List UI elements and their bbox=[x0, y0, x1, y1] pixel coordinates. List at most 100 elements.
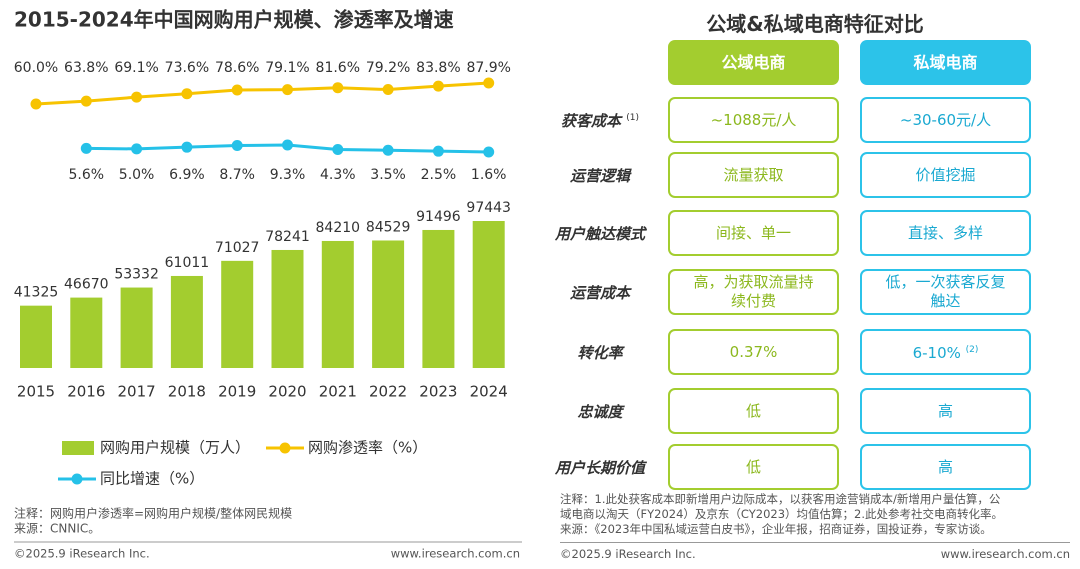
row-label: 用户触达模式 bbox=[545, 223, 655, 244]
point-label: 78.6% bbox=[215, 60, 259, 76]
point bbox=[432, 80, 444, 92]
note: 注释：网购用户渗透率=网购用户规模/整体网民规模 bbox=[14, 506, 292, 521]
bar-label: 84529 bbox=[366, 219, 411, 235]
bar-label: 41325 bbox=[14, 285, 59, 301]
point-label: 5.0% bbox=[119, 167, 155, 183]
cell-text: 流量获取 bbox=[723, 165, 784, 184]
bar bbox=[372, 240, 405, 368]
point-label: 8.7% bbox=[219, 167, 255, 183]
site: www.iresearch.com.cn bbox=[940, 547, 1070, 561]
point bbox=[483, 146, 495, 158]
point-label: 3.5% bbox=[370, 167, 406, 183]
column-header: 公域电商 bbox=[668, 40, 839, 85]
cell: 低，一次获客反复触达 bbox=[860, 269, 1031, 315]
x-tick-label: 2016 bbox=[67, 383, 105, 401]
cell: ~30-60元/人 bbox=[860, 97, 1031, 143]
bar-label: 97443 bbox=[466, 200, 511, 216]
cell: 价值挖掘 bbox=[860, 152, 1031, 198]
row-label-text: 获客成本 bbox=[561, 112, 622, 130]
point-label: 9.3% bbox=[270, 167, 306, 183]
point bbox=[231, 84, 243, 96]
point bbox=[80, 142, 92, 154]
cell-text: ~30-60元/人 bbox=[899, 110, 992, 129]
cell: 高 bbox=[860, 388, 1031, 434]
cell: 高，为获取流量持续付费 bbox=[668, 269, 839, 315]
x-tick-label: 2022 bbox=[369, 383, 407, 401]
row-label-text: 忠诚度 bbox=[577, 403, 623, 421]
point-label: 73.6% bbox=[165, 60, 209, 76]
bar bbox=[422, 229, 455, 368]
legend-label: 同比增速（%） bbox=[100, 470, 204, 488]
bar bbox=[472, 221, 505, 368]
point-label: 87.9% bbox=[466, 60, 510, 76]
bar bbox=[120, 287, 153, 368]
point bbox=[432, 145, 444, 157]
point-label: 79.2% bbox=[366, 60, 410, 76]
divider bbox=[560, 542, 1070, 543]
bar bbox=[221, 260, 254, 368]
bar-label: 46670 bbox=[64, 277, 109, 293]
point bbox=[80, 95, 92, 107]
point bbox=[181, 88, 193, 100]
point-label: 79.1% bbox=[265, 60, 309, 76]
bar-label: 78241 bbox=[265, 229, 310, 245]
point bbox=[131, 143, 143, 155]
legend-label: 网购渗透率（%） bbox=[308, 439, 427, 457]
bar-label: 91496 bbox=[416, 209, 461, 225]
cell-text: 低 bbox=[745, 401, 761, 420]
point bbox=[282, 84, 293, 96]
site: www.iresearch.com.cn bbox=[391, 547, 520, 561]
point bbox=[181, 141, 193, 153]
point-label: 6.9% bbox=[169, 167, 205, 183]
x-tick-label: 2015 bbox=[17, 383, 55, 401]
cell-text: 低，一次获客反复触达 bbox=[885, 273, 1006, 310]
row-label-text: 用户触达模式 bbox=[554, 225, 645, 243]
x-tick-label: 2018 bbox=[168, 383, 206, 401]
line bbox=[35, 81, 489, 106]
point-label: 2.5% bbox=[421, 167, 457, 183]
x-tick-label: 2020 bbox=[268, 383, 306, 401]
cell-text: 高，为获取流量持续付费 bbox=[693, 273, 814, 310]
legend-swatch bbox=[71, 473, 83, 485]
bar bbox=[70, 297, 103, 368]
cell-text: 高 bbox=[937, 401, 953, 420]
column-header: 私域电商 bbox=[860, 40, 1031, 85]
bar-label: 61011 bbox=[165, 255, 210, 271]
cell: 间接、单一 bbox=[668, 210, 839, 256]
point bbox=[332, 144, 344, 156]
table-title: 公域&私域电商特征对比 bbox=[706, 12, 924, 36]
cell: 低 bbox=[668, 444, 839, 490]
cell-text: 6-10% (2) bbox=[912, 344, 979, 362]
cell: ~1088元/人 bbox=[668, 97, 839, 143]
bar bbox=[170, 275, 203, 368]
cell: 流量获取 bbox=[668, 152, 839, 198]
point-label: 69.1% bbox=[114, 60, 158, 76]
bar bbox=[321, 240, 354, 368]
chart: 2015-2024年中国网购用户规模、渗透率及增速 注释：网购用户渗透率=网购用… bbox=[14, 8, 522, 561]
cell-text: 价值挖掘 bbox=[915, 165, 976, 184]
point-label: 1.6% bbox=[471, 167, 507, 183]
point-label: 81.6% bbox=[316, 60, 360, 76]
row-label: 运营逻辑 bbox=[545, 165, 655, 186]
point bbox=[332, 82, 344, 94]
cell: 低 bbox=[668, 388, 839, 434]
copyright: ©2025.9 iResearch Inc. bbox=[560, 547, 696, 561]
point bbox=[483, 77, 495, 89]
cell-text: 间接、单一 bbox=[715, 223, 791, 242]
x-tick-label: 2021 bbox=[319, 383, 357, 401]
cell: 0.37% bbox=[668, 329, 839, 375]
legend-swatch bbox=[279, 442, 291, 454]
point-label: 83.8% bbox=[416, 60, 460, 76]
row-label: 忠诚度 bbox=[545, 401, 655, 422]
x-tick-label: 2023 bbox=[419, 383, 457, 401]
point-label: 5.6% bbox=[69, 167, 105, 183]
source: 来源：CNNIC。 bbox=[14, 522, 100, 536]
point bbox=[231, 140, 243, 152]
note-line: 来源：《2023年中国私域运营白皮书》，企业年报，招商证券，国投证券，专家访谈。 bbox=[560, 522, 992, 536]
footnote-ref: (2) bbox=[965, 345, 979, 355]
copyright: ©2025.9 iResearch Inc. bbox=[14, 547, 150, 561]
cell-text: 高 bbox=[937, 457, 953, 476]
bar-label: 53332 bbox=[114, 267, 159, 283]
row-label: 用户长期价值 bbox=[545, 457, 655, 478]
